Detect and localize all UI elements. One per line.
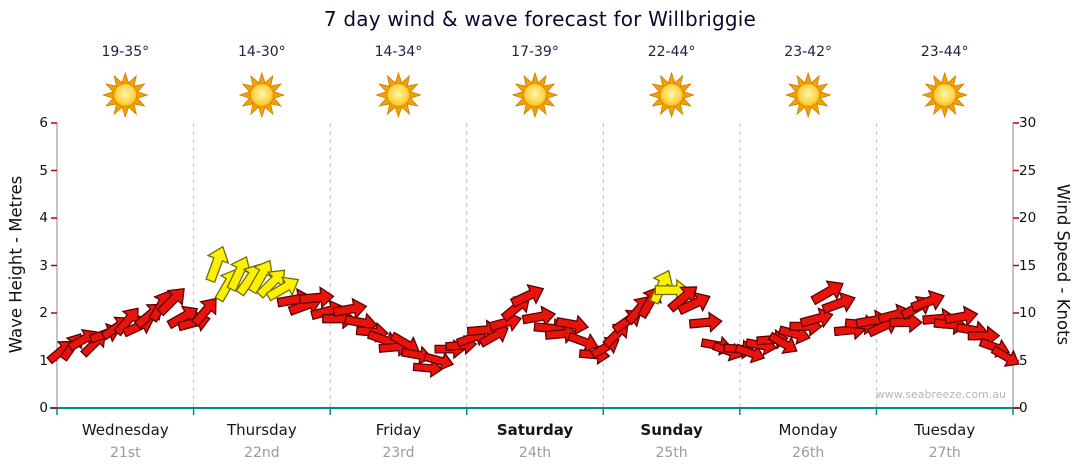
right-axis-tick-label: 20: [1019, 210, 1037, 226]
left-axis-tick-label: 1: [39, 352, 48, 369]
sun-core: [796, 83, 821, 107]
wind-arrow: [188, 292, 224, 330]
sun-icon: [101, 71, 149, 119]
sun-icon: [238, 71, 286, 119]
wind-arrow: [820, 288, 858, 318]
sun-core: [113, 83, 138, 107]
wind-arrows-layer: [44, 243, 1023, 378]
left-axis-tick-label: 5: [39, 162, 48, 179]
sun-icon: [511, 71, 559, 119]
wind-arrow: [299, 286, 334, 309]
day-date-label: 24th: [518, 445, 552, 461]
right-axis-tick-label: 0: [1019, 400, 1028, 416]
left-axis-tick-label: 4: [39, 210, 48, 226]
grid-layer: [193, 123, 877, 408]
temp-range-label: 19-35°: [101, 44, 150, 60]
wind-arrow: [200, 243, 233, 284]
sun-icon: [375, 71, 422, 119]
temp-range-label: 14-34°: [374, 44, 423, 60]
wind-arrow: [675, 287, 714, 319]
temp-range-label: 23-44°: [920, 44, 969, 60]
day-date-label: 22nd: [244, 445, 280, 461]
day-date-label: 23rd: [382, 445, 415, 461]
right-axis-tick-label: 30: [1019, 115, 1037, 131]
day-name-label: Sunday: [640, 421, 703, 439]
day-date-label: 27th: [928, 445, 961, 461]
temp-range-label: 17-39°: [511, 44, 559, 60]
left-axis-title: Wave Height - Metres: [6, 175, 26, 354]
wind-arrow: [989, 342, 1023, 372]
right-axis-tick-label: 5: [1019, 352, 1028, 369]
day-name-label: Wednesday: [81, 421, 169, 439]
wind-arrow: [263, 271, 303, 306]
wind-arrow: [423, 348, 456, 372]
wind-arrow: [555, 312, 590, 336]
sun-core: [386, 83, 411, 107]
sun-core: [249, 83, 274, 107]
right-axis-tick-label: 15: [1019, 257, 1037, 274]
wind-arrow: [909, 287, 947, 317]
sun-icons-layer: [101, 71, 969, 119]
sun-core: [659, 83, 684, 107]
left-axis-tick-label: 3: [39, 257, 48, 274]
day-name-label: Thursday: [226, 421, 297, 439]
axis-layer: [50, 122, 1020, 415]
left-axis-tick-label: 6: [39, 115, 48, 131]
day-name-label: Monday: [778, 421, 838, 439]
day-date-label: 21st: [109, 445, 141, 461]
sun-core: [932, 83, 957, 107]
temp-range-label: 14-30°: [238, 44, 286, 60]
day-name-label: Saturday: [496, 421, 574, 439]
day-name-label: Friday: [375, 421, 422, 439]
wind-arrow: [508, 280, 547, 313]
sun-icon: [784, 71, 832, 119]
day-name-label: Tuesday: [914, 421, 976, 439]
sun-icon: [648, 71, 695, 119]
temp-range-label: 23-42°: [784, 44, 832, 60]
left-axis-tick-label: 2: [39, 305, 48, 321]
wind-arrow: [689, 312, 722, 334]
day-date-label: 26th: [792, 445, 825, 461]
temp-range-label: 22-44°: [647, 44, 696, 60]
wind-arrow: [153, 282, 191, 320]
sun-core: [523, 83, 547, 107]
sun-icon: [921, 71, 969, 119]
day-date-label: 25th: [655, 445, 688, 461]
wind-arrow: [766, 328, 801, 359]
page-title: 7 day wind & wave forecast for Willbrigg…: [323, 7, 757, 31]
wind-arrow: [808, 275, 848, 310]
watermark: www.seabreeze.com.au: [875, 388, 1006, 401]
right-axis-title: Wind Speed - Knots: [1053, 183, 1073, 346]
right-axis-tick-label: 25: [1019, 162, 1037, 179]
right-axis-tick-label: 10: [1019, 305, 1037, 321]
left-axis-tick-label: 0: [39, 400, 48, 416]
